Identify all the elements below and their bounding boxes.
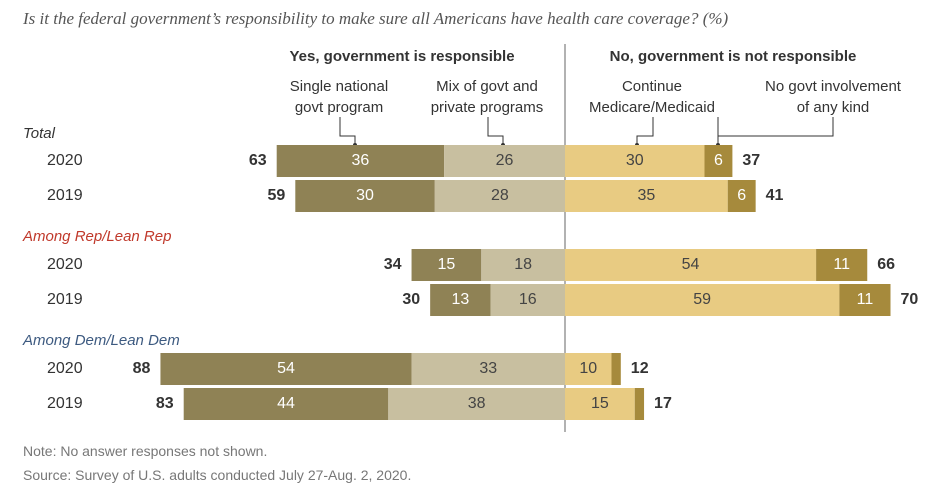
bar-label-no-govt: 6 <box>737 187 746 204</box>
row-year-label: 2020 <box>47 256 83 273</box>
bar-label-mix-programs: 16 <box>519 291 537 308</box>
bar-no-govt <box>611 353 621 385</box>
header-yes: Yes, government is responsible <box>289 48 514 65</box>
bar-no-govt <box>727 180 756 212</box>
series-label-1: govt program <box>295 99 383 116</box>
bar-mix-programs <box>411 353 565 385</box>
bar-label-mix-programs: 18 <box>514 256 532 273</box>
bar-single-program <box>411 249 482 281</box>
total-no-label: 66 <box>877 256 895 273</box>
leader-line-4b <box>718 117 834 137</box>
group-title-2: Among Rep/Lean Rep <box>22 228 171 245</box>
series-label-1: Single national <box>290 78 388 95</box>
leader-line-3 <box>636 117 654 145</box>
bar-label-single-program: 36 <box>352 152 370 169</box>
total-no-label: 41 <box>766 187 784 204</box>
chart-note: Note: No answer responses not shown. <box>23 443 268 459</box>
bar-label-continue-medicare: 15 <box>591 395 609 412</box>
series-label-4: of any kind <box>797 99 870 116</box>
bar-mix-programs <box>388 388 565 420</box>
bar-no-govt <box>839 284 891 316</box>
group-title-3: Among Dem/Lean Dem <box>22 332 180 349</box>
total-yes-label: 83 <box>156 395 174 412</box>
row-year-label: 2019 <box>47 187 83 204</box>
bar-continue-medicare <box>565 388 635 420</box>
bar-mix-programs <box>444 145 565 177</box>
bar-label-mix-programs: 33 <box>479 360 497 377</box>
total-no-label: 17 <box>654 395 672 412</box>
bar-label-single-program: 30 <box>356 187 374 204</box>
bar-no-govt <box>816 249 868 281</box>
bar-no-govt <box>704 145 733 177</box>
total-no-label: 70 <box>901 291 919 308</box>
total-no-label: 37 <box>742 152 760 169</box>
row-year-label: 2020 <box>47 152 83 169</box>
series-label-3: Medicare/Medicaid <box>589 99 715 116</box>
row-year-label: 2019 <box>47 291 83 308</box>
bar-label-single-program: 54 <box>277 360 295 377</box>
total-no-label: 12 <box>631 360 649 377</box>
total-yes-label: 34 <box>384 256 402 273</box>
bar-no-govt <box>634 388 645 420</box>
bar-single-program <box>276 145 445 177</box>
bar-continue-medicare <box>565 180 728 212</box>
bar-label-single-program: 15 <box>438 256 456 273</box>
bar-label-no-govt: 11 <box>857 291 874 308</box>
bar-label-mix-programs: 26 <box>496 152 514 169</box>
bar-label-continue-medicare: 59 <box>693 291 711 308</box>
bar-continue-medicare <box>565 353 612 385</box>
total-yes-label: 63 <box>249 152 267 169</box>
row-year-label: 2020 <box>47 360 83 377</box>
bar-label-mix-programs: 28 <box>491 187 509 204</box>
bar-single-program <box>430 284 491 316</box>
total-yes-label: 30 <box>402 291 420 308</box>
leader-line-1 <box>339 117 356 145</box>
group-title-1: Total <box>23 125 56 142</box>
bar-continue-medicare <box>565 284 840 316</box>
bar-label-single-program: 13 <box>451 291 469 308</box>
bar-single-program <box>183 388 389 420</box>
bar-single-program <box>295 180 435 212</box>
series-label-2: Mix of govt and <box>436 78 538 95</box>
bar-label-continue-medicare: 35 <box>637 187 655 204</box>
series-label-4: No govt involvement <box>765 78 902 95</box>
bar-label-continue-medicare: 54 <box>682 256 700 273</box>
bar-label-no-govt: 11 <box>833 256 850 273</box>
bar-continue-medicare <box>565 145 705 177</box>
total-yes-label: 59 <box>268 187 286 204</box>
bar-mix-programs <box>490 284 565 316</box>
total-yes-label: 88 <box>133 360 151 377</box>
header-no: No, government is not responsible <box>610 48 857 65</box>
bar-mix-programs <box>481 249 565 281</box>
series-label-2: private programs <box>431 99 544 116</box>
row-year-label: 2019 <box>47 395 83 412</box>
bar-continue-medicare <box>565 249 817 281</box>
bar-mix-programs <box>434 180 565 212</box>
leader-line-2 <box>487 117 504 145</box>
chart-subtitle: Is it the federal government’s responsib… <box>23 9 729 28</box>
chart-source: Source: Survey of U.S. adults conducted … <box>23 467 412 483</box>
bar-single-program <box>160 353 412 385</box>
bar-label-no-govt: 6 <box>714 152 723 169</box>
bar-label-mix-programs: 38 <box>468 395 486 412</box>
bar-label-single-program: 44 <box>277 395 295 412</box>
bar-label-continue-medicare: 10 <box>579 360 597 377</box>
diverging-bar-chart: Yes, government is responsible No, govern… <box>22 44 919 432</box>
series-label-3: Continue <box>622 78 682 95</box>
bar-label-continue-medicare: 30 <box>626 152 644 169</box>
